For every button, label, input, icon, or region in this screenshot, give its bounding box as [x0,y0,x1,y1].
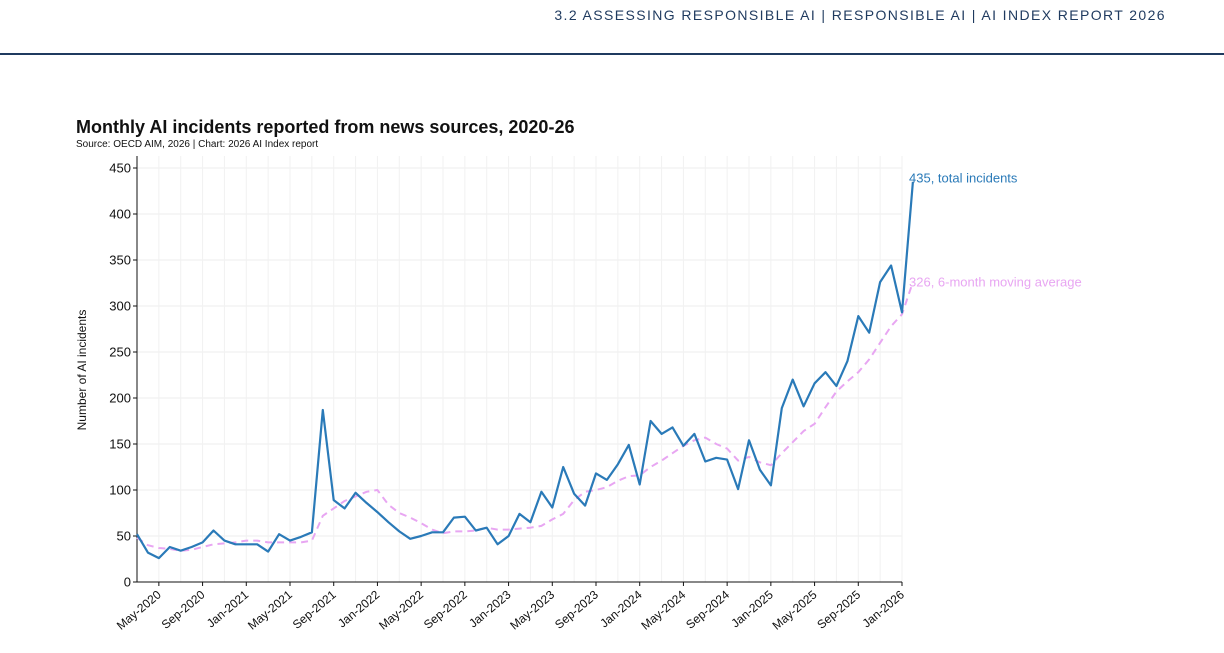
end-labels: 326, 6-month moving average 435, total in… [909,170,1082,289]
y-tick-label: 0 [124,575,131,590]
x-tick-label: Jan-2025 [728,587,776,630]
header-breadcrumb: 3.2 ASSESSING RESPONSIBLE AI | RESPONSIB… [554,7,1166,23]
y-tick-label: 300 [109,299,131,314]
x-tick-label: May-2022 [376,587,426,632]
y-tick-label: 400 [109,207,131,222]
y-tick-label: 350 [109,253,131,268]
series-line-average [136,281,914,552]
series-lines [136,181,914,560]
y-tick-label: 450 [109,161,131,176]
x-tick-label: Jan-2024 [597,587,645,630]
x-axis: May-2020Sep-2020Jan-2021May-2021Sep-2021… [114,581,908,633]
x-tick-label: May-2020 [114,587,164,632]
report-header: 3.2 ASSESSING RESPONSIBLE AI | RESPONSIB… [0,0,1224,55]
chart-source: Source: OECD AIM, 2026 | Chart: 2026 AI … [76,139,319,150]
x-tick-label: May-2025 [770,587,820,632]
x-tick-label: Jan-2022 [335,587,383,630]
chart-title: Monthly AI incidents reported from news … [76,117,575,137]
end-label-average: 326, 6-month moving average [909,275,1082,290]
x-tick-label: Sep-2021 [290,587,339,631]
x-tick-label: Jan-2021 [204,587,252,630]
end-label-total: 435, total incidents [909,170,1018,185]
x-tick-label: Sep-2023 [552,587,601,631]
x-tick-label: May-2021 [245,587,295,632]
series-line-total [136,181,914,560]
x-tick-label: Sep-2020 [159,587,208,631]
y-tick-label: 100 [109,483,131,498]
y-tick-label: 250 [109,345,131,360]
x-tick-label: Sep-2025 [814,587,863,631]
x-tick-label: Sep-2024 [683,587,732,631]
grid [136,156,903,583]
y-tick-label: 200 [109,391,131,406]
y-axis-label: Number of AI incidents [75,310,89,431]
x-tick-label: Sep-2022 [421,587,470,631]
x-tick-label: Jan-2026 [860,587,908,630]
y-tick-label: 50 [117,529,131,544]
x-tick-label: May-2024 [638,587,688,632]
y-axis: 0 50 100 150 200 250 300 350 400 450 [109,156,138,590]
y-tick-label: 150 [109,437,131,452]
x-tick-label: May-2023 [507,587,557,632]
x-tick-label: Jan-2023 [466,587,514,630]
